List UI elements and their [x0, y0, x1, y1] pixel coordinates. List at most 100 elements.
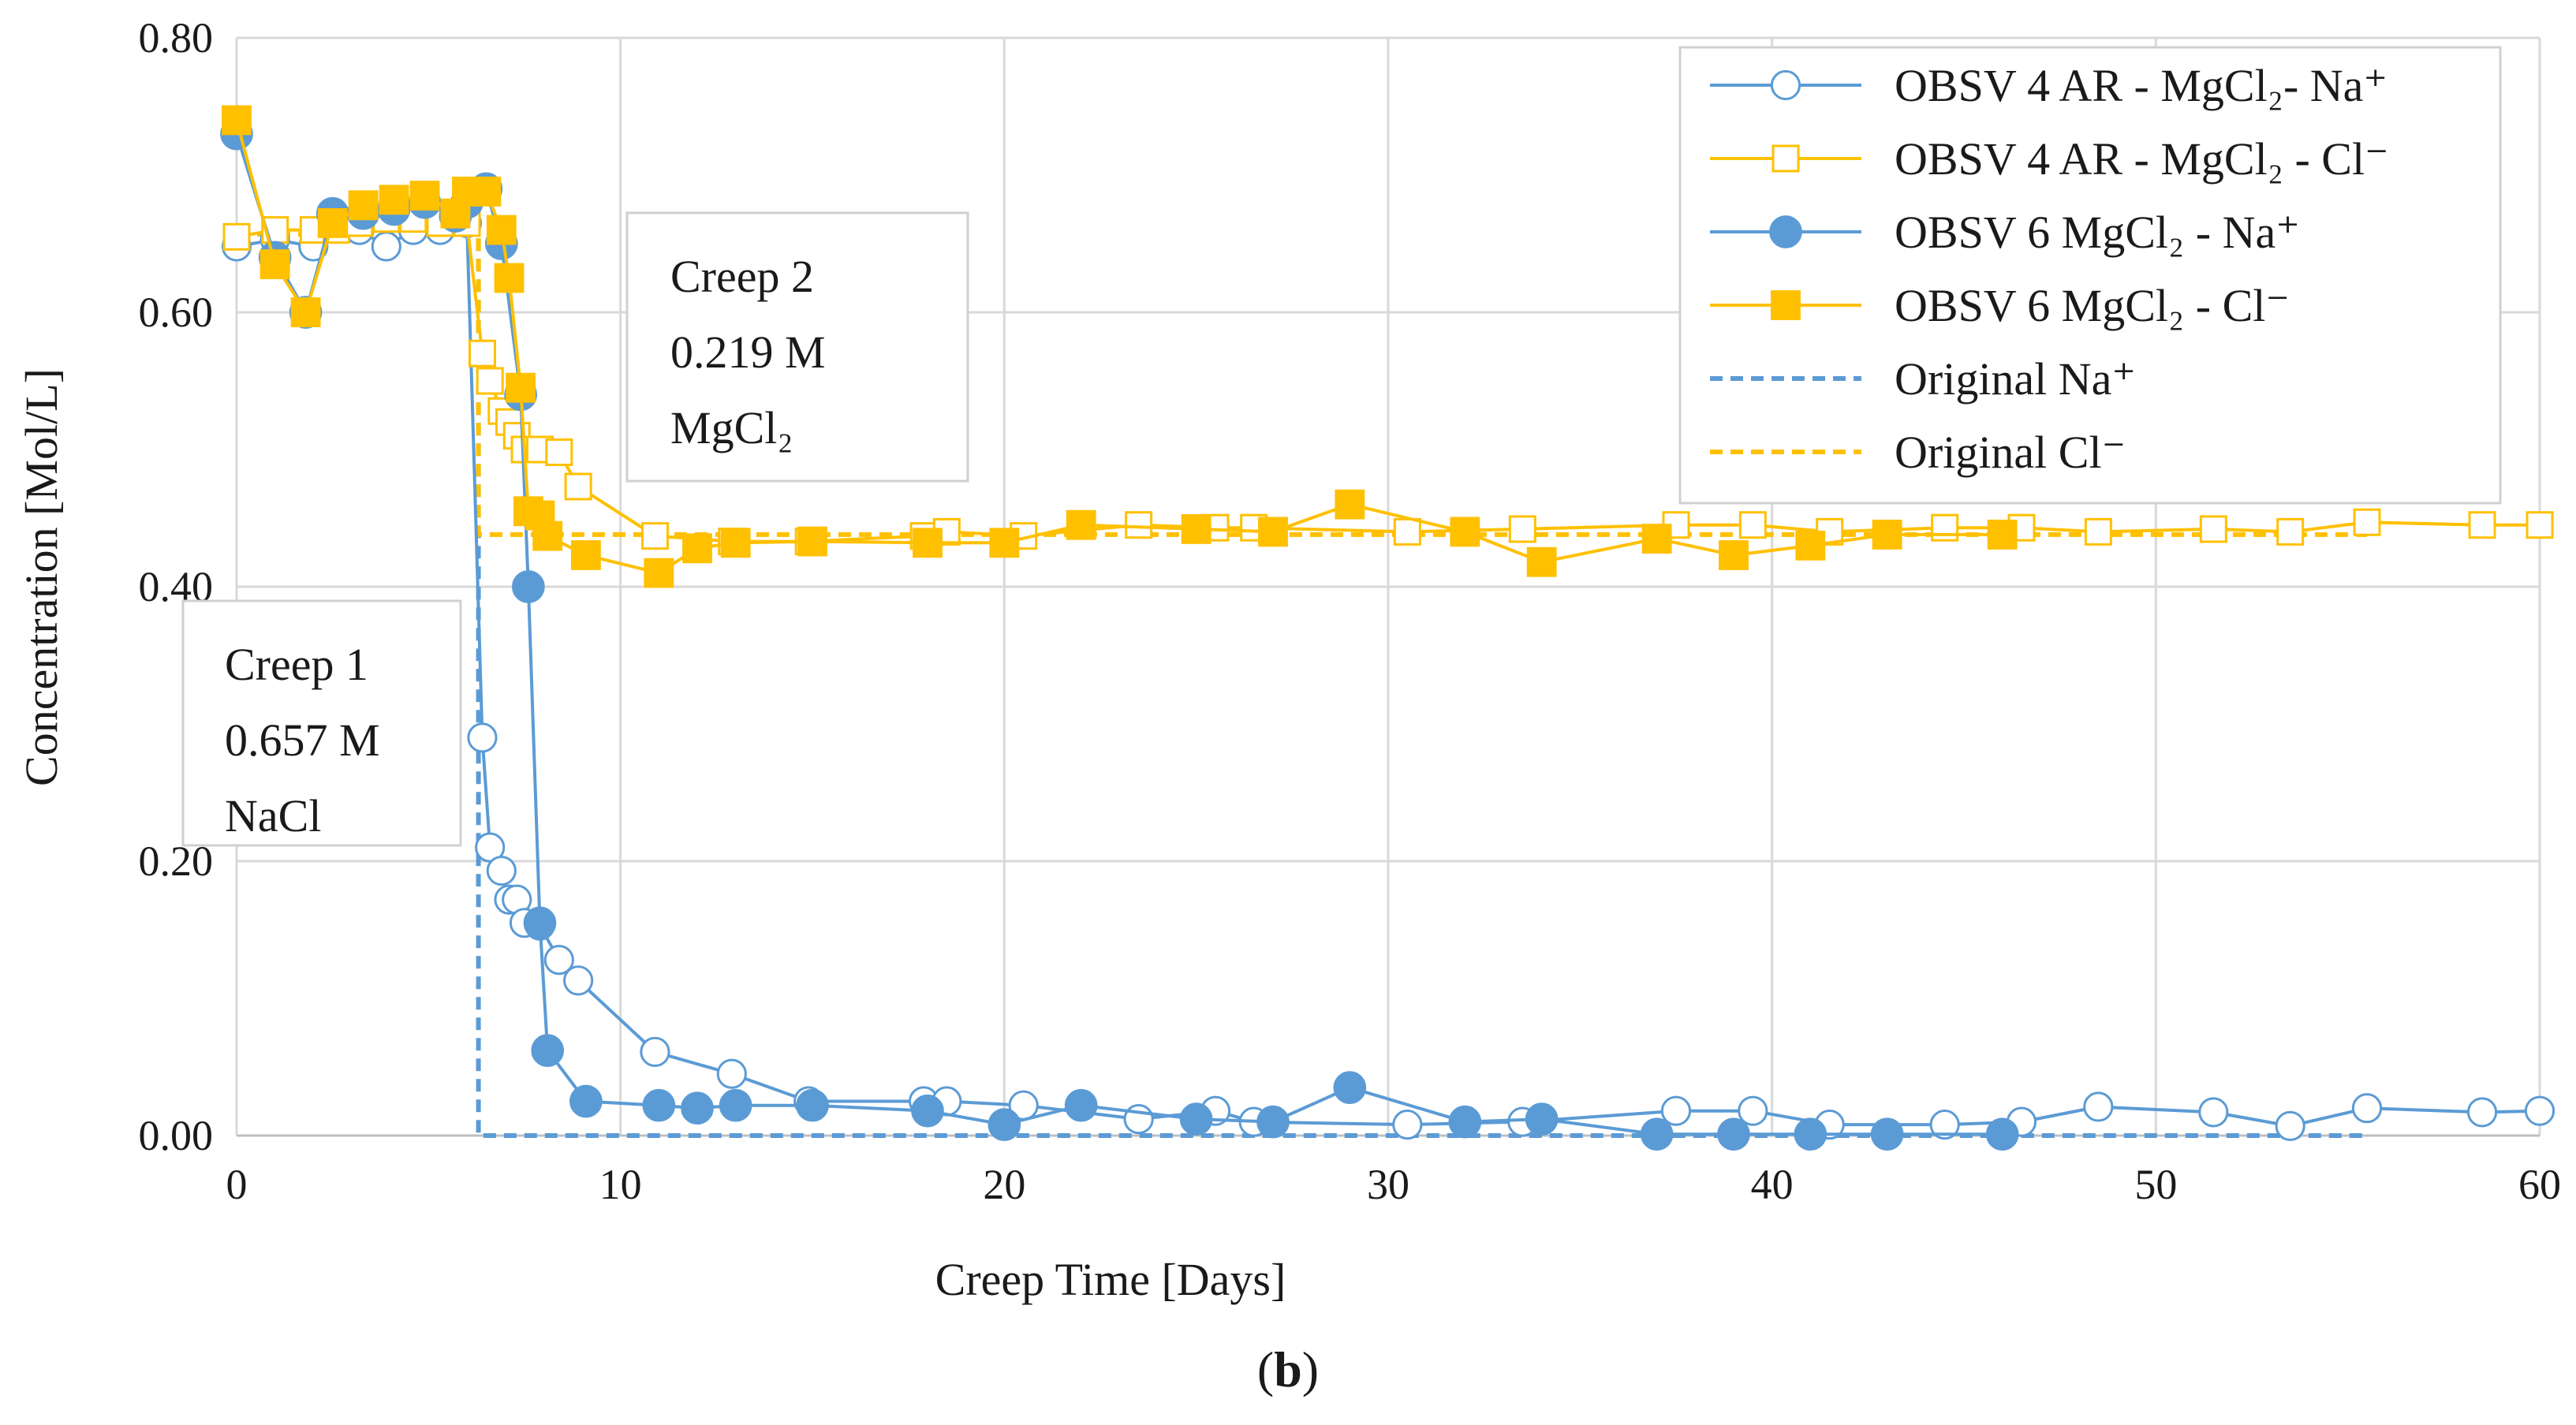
data-point — [506, 372, 536, 403]
data-point — [379, 185, 409, 215]
data-point — [1450, 517, 1480, 547]
data-point — [348, 190, 379, 221]
legend-label: Original Na⁺ — [1895, 353, 2136, 405]
data-point — [1525, 1102, 1559, 1136]
data-point — [570, 540, 601, 570]
x-tick-label: 60 — [2518, 1161, 2561, 1208]
data-point — [2275, 1110, 2305, 1141]
caption-close-paren: ) — [1302, 1341, 1319, 1397]
legend: OBSV 4 AR - MgCl₂- Na⁺ OBSV 4 AR - MgCl₂ … — [1678, 46, 2502, 505]
data-point — [1794, 1117, 1827, 1151]
data-point — [471, 176, 502, 207]
data-point — [642, 1088, 676, 1122]
annotation-creep-2-line-2: 0.219 M — [670, 326, 826, 378]
legend-label: OBSV 6 MgCl₂ - Cl⁻ — [1895, 280, 2290, 331]
data-point — [1448, 1105, 1482, 1139]
x-tick-label: 20 — [983, 1161, 1025, 1208]
data-point — [1929, 1109, 1960, 1140]
data-point — [1179, 1102, 1213, 1136]
data-point — [1872, 519, 1902, 550]
annotation-creep-1-line-2: 0.657 M — [225, 714, 380, 766]
caption-letter: b — [1274, 1341, 1302, 1397]
data-point — [681, 1091, 714, 1125]
data-point — [1640, 1117, 1674, 1151]
data-point — [1256, 1105, 1290, 1139]
figure-caption: (b) — [1257, 1341, 1319, 1397]
data-point — [644, 558, 674, 588]
data-point — [476, 367, 504, 395]
legend-item-1: OBSV 4 AR - MgCl₂ - Cl⁻ — [1710, 133, 2389, 185]
data-point — [1508, 515, 1536, 543]
data-point — [989, 528, 1020, 558]
data-point — [1335, 489, 1365, 520]
series-line-3 — [235, 119, 2003, 575]
tick-labels: 0 10 20 30 40 50 600.000.200.400.600.80 — [139, 14, 2562, 1208]
data-point — [1660, 1095, 1692, 1126]
data-point — [1123, 1104, 1154, 1135]
data-point — [720, 528, 751, 558]
annotation-creep-1-box — [181, 599, 462, 847]
annotation-creep-1: Creep 1 0.657 M NaCl — [181, 599, 462, 847]
data-point — [409, 181, 440, 211]
data-point — [1717, 1117, 1750, 1151]
annotation-creep-2: Creep 2 0.219 M MgCl₂ — [625, 211, 969, 483]
data-point — [1526, 546, 1557, 577]
data-point — [797, 526, 827, 557]
x-tick-label: 0 — [226, 1161, 248, 1208]
data-point — [2199, 515, 2227, 543]
data-point — [531, 1034, 565, 1067]
data-point — [716, 1058, 747, 1089]
data-point — [569, 1084, 603, 1118]
annotation-creep-1-line-3: NaCl — [225, 790, 321, 841]
annotation-creep-2-line-3: MgCl₂ — [670, 402, 793, 453]
data-point — [543, 945, 574, 975]
data-point — [532, 520, 563, 551]
annotation-creep-2-box — [625, 211, 969, 483]
data-point — [467, 722, 498, 753]
data-point — [682, 533, 712, 564]
data-point — [640, 522, 669, 550]
x-tick-label: 10 — [599, 1161, 642, 1208]
data-point — [317, 207, 348, 238]
data-point — [1931, 513, 1959, 542]
data-point — [1987, 519, 2018, 550]
data-point — [911, 1094, 944, 1128]
data-point — [1392, 1109, 1423, 1140]
caption-open-paren: ( — [1257, 1341, 1274, 1397]
data-point — [2353, 508, 2381, 536]
data-point — [1719, 540, 1749, 570]
data-point — [2526, 511, 2554, 539]
legend-swatch-marker — [1771, 290, 1801, 320]
annotation-creep-1-line-1: Creep 1 — [225, 639, 368, 690]
legend-label: Original Cl⁻ — [1895, 427, 2126, 478]
data-point — [468, 339, 496, 367]
data-point — [640, 1036, 670, 1067]
data-point — [1258, 517, 1288, 547]
data-point — [1125, 511, 1153, 539]
y-tick-label: 0.00 — [139, 1112, 214, 1159]
data-point — [486, 214, 517, 245]
data-point — [494, 263, 525, 293]
legend-label: OBSV 4 AR - MgCl₂- Na⁺ — [1895, 60, 2387, 111]
data-point — [563, 965, 594, 996]
data-point — [1641, 524, 1672, 554]
data-point — [987, 1108, 1021, 1141]
data-point — [1333, 1071, 1367, 1104]
data-point — [1066, 509, 1096, 540]
data-point — [2524, 1095, 2555, 1126]
series-3 — [222, 105, 2018, 588]
data-point — [1985, 1117, 2019, 1151]
x-tick-label: 50 — [2134, 1161, 2177, 1208]
data-point — [2084, 517, 2112, 546]
data-point — [1738, 511, 1767, 539]
data-point — [222, 222, 251, 251]
legend-swatch-marker — [1771, 144, 1800, 173]
legend-box — [1678, 46, 2502, 505]
data-point — [2468, 511, 2496, 539]
data-point — [1795, 530, 1826, 561]
data-point — [1738, 1095, 1768, 1126]
y-tick-label: 0.60 — [139, 289, 214, 336]
data-point — [2351, 1093, 2383, 1124]
data-point — [2083, 1091, 2114, 1122]
